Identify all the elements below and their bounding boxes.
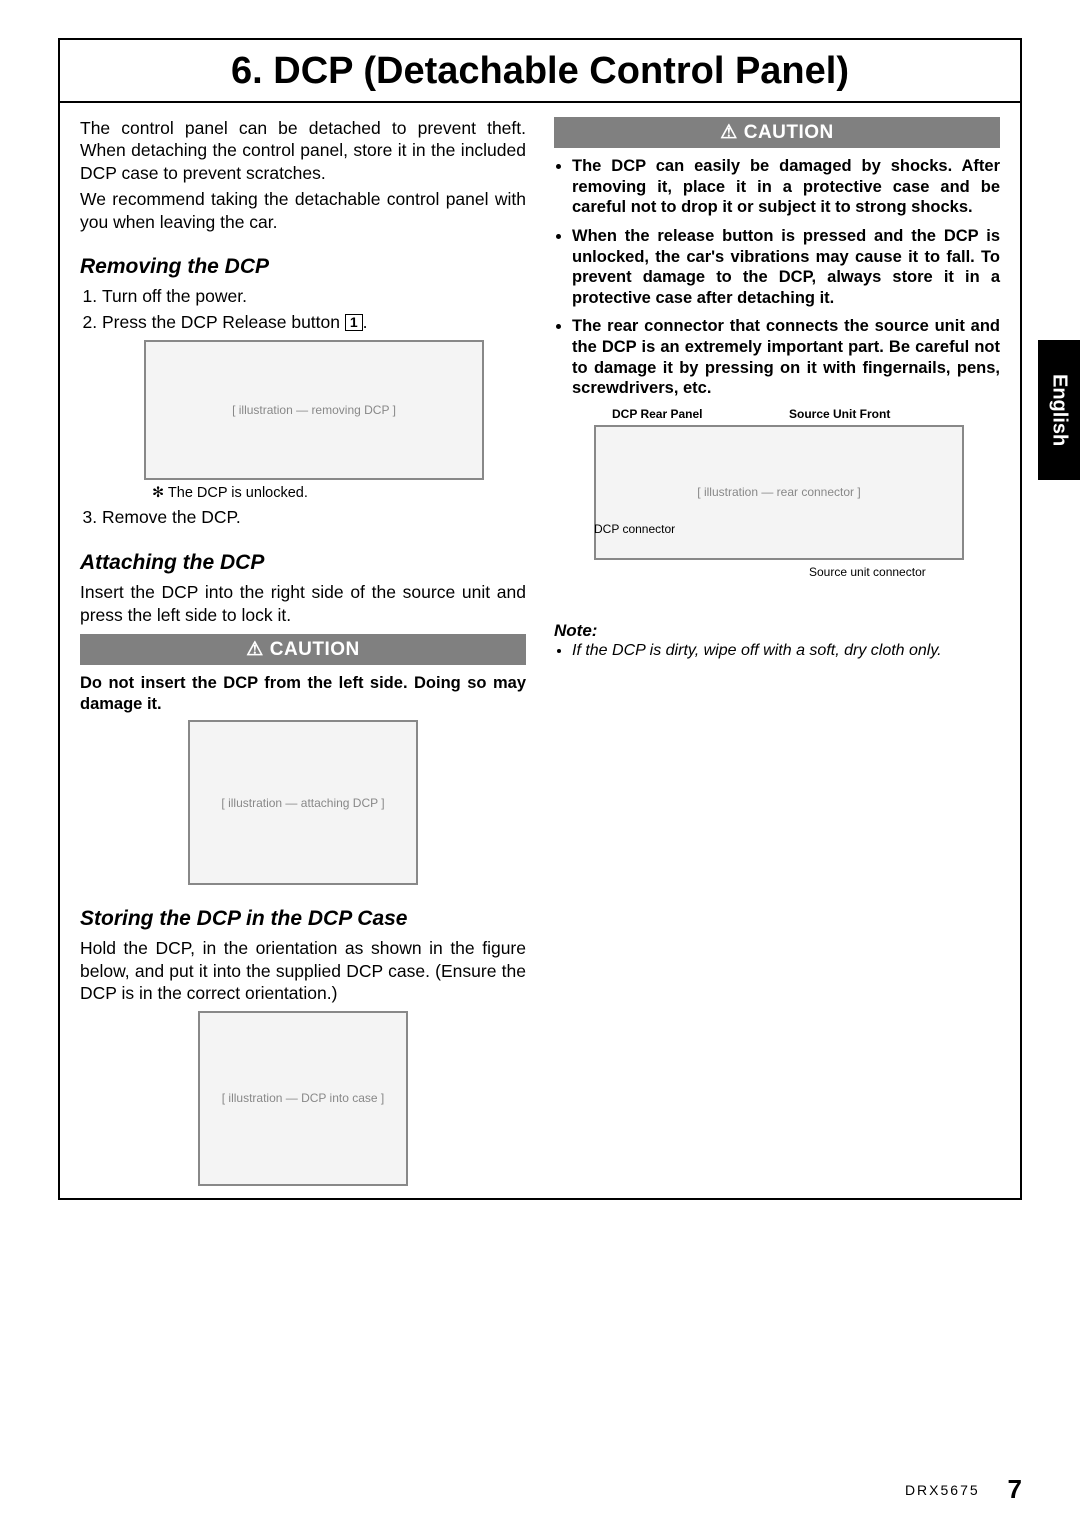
caution-bullet-2: When the release button is pressed and t… [572, 226, 1000, 309]
intro-para-2: We recommend taking the detachable contr… [80, 188, 526, 233]
caution-bar-left: ⚠ CAUTION [80, 634, 526, 665]
figure-attaching-placeholder: [ illustration — attaching DCP ] [188, 720, 418, 885]
warning-icon: ⚠ [720, 122, 738, 143]
note-list: If the DCP is dirty, wipe off with a sof… [554, 641, 1000, 662]
note-item: If the DCP is dirty, wipe off with a sof… [572, 641, 1000, 662]
caution-bar-right: ⚠ CAUTION [554, 117, 1000, 148]
connector-diagram: DCP Rear Panel Source Unit Front [ illus… [554, 407, 1000, 607]
figure-storing-placeholder: [ illustration — DCP into case ] [198, 1011, 408, 1186]
page-title: 6. DCP (Detachable Control Panel) [60, 40, 1020, 103]
heading-storing: Storing the DCP in the DCP Case [80, 907, 526, 931]
columns: The control panel can be detached to pre… [60, 103, 1020, 1190]
caution-label-right: CAUTION [744, 122, 834, 143]
right-column: ⚠ CAUTION The DCP can easily be damaged b… [554, 117, 1000, 1190]
storing-body: Hold the DCP, in the orientation as show… [80, 937, 526, 1004]
removing-step-3: Remove the DCP. [102, 506, 526, 530]
figure-attaching: [ illustration — attaching DCP ] [80, 720, 526, 885]
label-source-front: Source Unit Front [789, 407, 890, 421]
removing-step-1: Turn off the power. [102, 285, 526, 309]
left-column: The control panel can be detached to pre… [80, 117, 526, 1190]
label-dcp-connector: DCP connector [594, 522, 675, 536]
caution-bullet-3: The rear connector that connects the sou… [572, 316, 1000, 399]
intro-para-1: The control panel can be detached to pre… [80, 117, 526, 184]
page-frame: 6. DCP (Detachable Control Panel) The co… [58, 38, 1022, 1200]
figure-storing: [ illustration — DCP into case ] [80, 1011, 526, 1186]
note-heading: Note: [554, 621, 1000, 641]
figure-removing: [ illustration — removing DCP ] [102, 340, 526, 480]
attaching-body: Insert the DCP into the right side of th… [80, 581, 526, 626]
removing-step-2b: . [363, 312, 368, 332]
unlocked-label: ✻ The DCP is unlocked. [152, 484, 526, 504]
release-button-key: 1 [345, 314, 363, 331]
removing-step-2: Press the DCP Release button 1. [ illust… [102, 311, 526, 504]
heading-removing: Removing the DCP [80, 255, 526, 279]
label-dcp-connector-text: DCP connector [594, 522, 675, 536]
removing-step-2a: Press the DCP Release button [102, 312, 345, 332]
label-dcp-rear: DCP Rear Panel [612, 407, 703, 421]
heading-attaching: Attaching the DCP [80, 551, 526, 575]
caution-label-left: CAUTION [270, 639, 360, 660]
caution-bullet-1: The DCP can easily be damaged by shocks.… [572, 156, 1000, 218]
label-source-connector: Source unit connector [809, 565, 926, 579]
footer-page-number: 7 [1008, 1474, 1022, 1504]
language-tab: English [1038, 340, 1080, 480]
caution-text-left: Do not insert the DCP from the left side… [80, 673, 526, 714]
warning-icon: ⚠ [246, 639, 264, 660]
figure-connector-placeholder: [ illustration — rear connector ] [594, 425, 964, 560]
caution-bullets: The DCP can easily be damaged by shocks.… [554, 156, 1000, 399]
footer-model: DRX5675 [905, 1482, 980, 1498]
removing-steps: Turn off the power. Press the DCP Releas… [80, 285, 526, 529]
figure-removing-placeholder: [ illustration — removing DCP ] [144, 340, 484, 480]
page-footer: DRX5675 7 [905, 1474, 1022, 1505]
